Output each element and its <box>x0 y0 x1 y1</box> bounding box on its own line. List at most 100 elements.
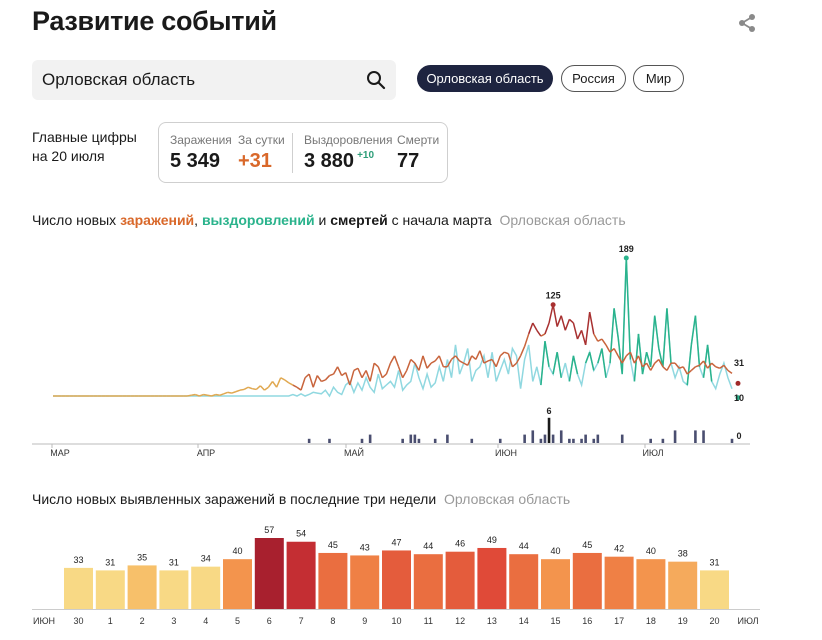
series-infections-segment <box>662 366 668 372</box>
series-recoveries-peak-segment <box>584 351 591 364</box>
series-deaths-bar <box>551 434 555 443</box>
bar-value-label: 40 <box>646 546 656 556</box>
infections-end-dot <box>735 380 741 386</box>
recoveries-end-label: 10 <box>734 393 744 403</box>
series-infections-segment <box>450 355 457 361</box>
bar-value-label: 47 <box>391 537 401 547</box>
bar <box>382 550 411 609</box>
bar-date-label: 11 <box>424 616 433 626</box>
series-recoveries-peak-segment <box>702 344 709 378</box>
series-infections-segment <box>459 360 465 364</box>
main-figures-label-line1: Главные цифры <box>32 129 137 145</box>
series-infections-segment <box>357 367 363 379</box>
bar-value-label: 38 <box>678 549 688 559</box>
bar <box>604 556 634 609</box>
chart1-title-deaths: смертей <box>330 212 388 228</box>
bar-date-label: 30 <box>73 616 83 626</box>
series-infections-segment <box>532 322 538 331</box>
series-infections-segment <box>308 373 314 388</box>
series-infections-segment <box>312 375 318 388</box>
share-icon[interactable] <box>736 12 758 34</box>
series-infections-segment <box>235 389 241 393</box>
series-infections-segment <box>629 351 636 364</box>
series-infections-segment <box>203 393 208 397</box>
series-deaths-bar <box>470 438 474 443</box>
series-infections-segment <box>321 379 326 383</box>
search-icon[interactable] <box>366 70 386 90</box>
recovered-label: Выздоровления <box>304 133 393 147</box>
recovered-value: 3 880 <box>304 150 355 172</box>
bar <box>286 541 316 609</box>
bar-value-label: 57 <box>264 525 274 535</box>
series-infections-segment <box>625 351 631 357</box>
chart1-title-comma: , <box>194 212 202 228</box>
series-deaths-bar <box>417 438 421 443</box>
main-figures-box: Заражения 5 349 За сутки +31 Выздоровлен… <box>158 122 448 183</box>
series-infections-segment <box>393 355 400 368</box>
series-infections-segment <box>377 366 384 379</box>
series-infections-segment <box>446 359 453 368</box>
series-infections-segment <box>507 353 514 368</box>
chip-russia[interactable]: Россия <box>561 65 626 92</box>
bar-value-label: 44 <box>423 541 433 551</box>
series-infections-segment <box>397 366 404 379</box>
bar-date-label: 20 <box>709 616 719 626</box>
series-deaths-bar <box>702 430 705 443</box>
series-infections-segment <box>263 386 269 391</box>
series-infections-segment <box>519 346 526 357</box>
series-infections-segment <box>475 350 481 360</box>
chart2-title-text: Число новых выявленных заражений в после… <box>32 491 437 507</box>
series-infections-segment <box>674 362 680 369</box>
series-deaths-bar <box>409 434 413 443</box>
series-infections-segment <box>247 386 253 390</box>
page-title: Развитие событий <box>32 6 277 36</box>
region-search[interactable] <box>32 60 396 100</box>
daily-label: За сутки <box>238 133 285 147</box>
series-recoveries-peak-segment <box>633 333 640 382</box>
series-deaths-bar <box>584 434 587 443</box>
bar-value-label: 44 <box>519 541 529 551</box>
series-infections-segment <box>373 362 379 368</box>
series-deaths-bar <box>539 438 543 443</box>
series-infections-segment <box>682 366 688 375</box>
series-recoveries-peak-segment <box>597 348 603 364</box>
x-tick-label: ИЮН <box>495 448 517 458</box>
series-infections-segment <box>695 364 700 368</box>
series-recoveries-peak-segment <box>690 315 697 345</box>
bar-date-label: 5 <box>235 616 240 626</box>
series-infections-segment <box>275 377 282 388</box>
deaths-end-label: 0 <box>736 431 741 441</box>
series-infections-segment <box>723 364 729 371</box>
series-deaths-bar <box>523 434 526 443</box>
series-infections-segment <box>349 370 355 386</box>
series-infections-segment <box>252 387 257 391</box>
series-infections-segment <box>223 391 229 395</box>
chip-world[interactable]: Мир <box>633 65 684 92</box>
series-infections-segment <box>316 375 322 382</box>
series-infections-segment <box>580 330 587 346</box>
bar-value-label: 45 <box>582 540 592 550</box>
series-infections-segment <box>402 370 408 379</box>
series-recoveries-peak-segment <box>544 341 550 367</box>
series-recoveries-peak-segment <box>617 337 623 375</box>
bar-value-label: 35 <box>137 552 147 562</box>
series-infections-segment <box>601 338 607 346</box>
bar-value-label: 54 <box>296 529 306 539</box>
bar <box>350 555 380 609</box>
recoveries-peak-label: 189 <box>619 244 634 254</box>
chip-region-orel[interactable]: Орловская область <box>417 65 553 92</box>
series-infections-segment <box>381 373 387 379</box>
series-infections-segment <box>219 393 225 396</box>
series-infections-segment <box>588 311 595 335</box>
search-input[interactable] <box>42 68 352 92</box>
series-infections-segment <box>243 386 249 391</box>
series-infections-segment <box>324 375 331 381</box>
bar-date-label: 18 <box>646 616 656 626</box>
series-infections-segment <box>658 359 664 368</box>
daily-dynamics-chart: 125 189 6 31 10 0 МАР АПР МАЙ ИЮН ИЮЛ <box>32 244 750 458</box>
stats-divider <box>292 133 293 173</box>
series-infections-segment <box>479 350 485 364</box>
series-infections-segment <box>195 393 200 397</box>
series-infections-segment <box>523 333 530 347</box>
bar-value-label: 33 <box>73 555 83 565</box>
